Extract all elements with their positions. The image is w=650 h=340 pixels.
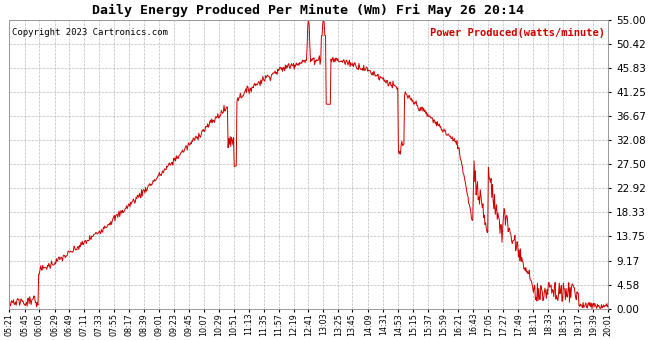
Title: Daily Energy Produced Per Minute (Wm) Fri May 26 20:14: Daily Energy Produced Per Minute (Wm) Fr… (92, 4, 525, 17)
Text: Power Produced(watts/minute): Power Produced(watts/minute) (430, 29, 605, 38)
Text: Copyright 2023 Cartronics.com: Copyright 2023 Cartronics.com (12, 29, 168, 37)
